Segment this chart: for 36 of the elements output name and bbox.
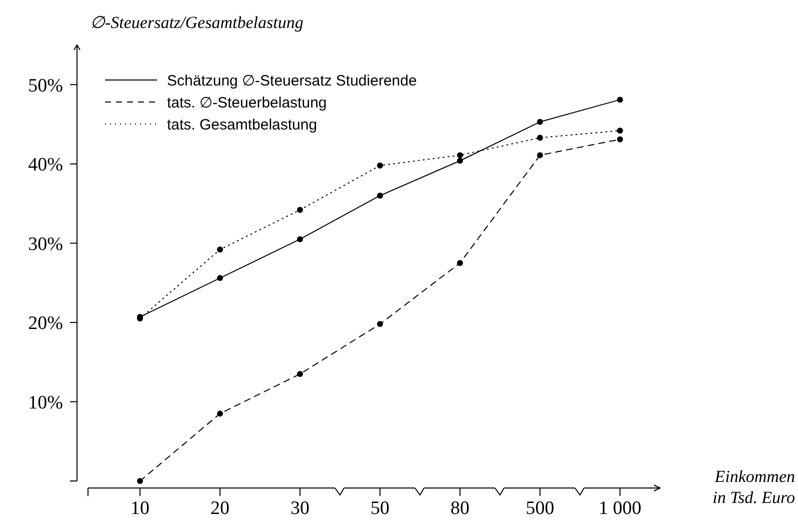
point	[377, 321, 383, 328]
point	[457, 152, 463, 158]
legend-label: tats. ∅-Steuerbelastung	[167, 94, 327, 112]
y-tick-label: 50%	[28, 75, 64, 96]
x-tick-label: 1 000	[598, 498, 642, 519]
x-tick-label: 500	[526, 498, 554, 519]
point	[537, 134, 543, 141]
point	[377, 162, 383, 168]
point	[457, 260, 463, 266]
point	[137, 478, 143, 484]
y-tick-label: 40%	[28, 154, 64, 176]
x-tick-label: 10	[130, 498, 150, 519]
point	[617, 128, 623, 134]
y-tick-label: 10%	[28, 392, 64, 414]
point	[297, 206, 303, 213]
point	[617, 136, 623, 142]
point	[297, 236, 303, 242]
x-tick-label: 80	[450, 498, 470, 519]
point	[297, 370, 303, 377]
y-tick-label: 30%	[28, 234, 64, 255]
y-axis-title: ∅-Steuersatz/Gesamtbelastung	[90, 13, 304, 32]
point	[537, 118, 543, 125]
legend-label: tats. Gesamtbelastung	[167, 116, 318, 134]
x-axis-title: Einkommen in Tsd. Euro	[712, 467, 795, 507]
point	[217, 410, 223, 417]
point	[617, 96, 623, 103]
y-tick-label: 20%	[28, 313, 64, 334]
point	[537, 152, 543, 158]
point	[377, 192, 383, 199]
x-tick-label: 50	[370, 498, 390, 519]
x-tick-label: 20	[210, 498, 230, 519]
point	[217, 246, 223, 253]
point	[217, 275, 223, 282]
x-tick-label: 30	[290, 498, 310, 519]
legend-label: Schätzung ∅-Steuersatz Studierende	[167, 72, 417, 90]
point	[457, 158, 463, 164]
